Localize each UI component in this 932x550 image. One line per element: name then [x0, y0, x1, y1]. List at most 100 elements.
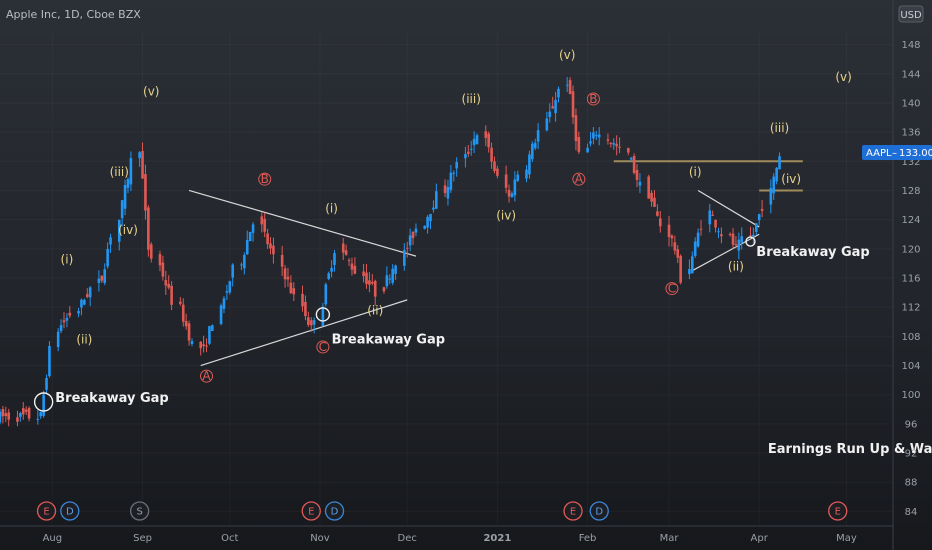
candle-body — [757, 214, 761, 221]
candle-body — [324, 284, 328, 305]
candle-body — [414, 228, 418, 233]
wave-labels: (i) (ii) (iii) (iv) (v) A B C (i) (ii) (iii) (iv) (v… — [61, 48, 852, 383]
candle-body — [42, 394, 45, 416]
candle-body — [749, 235, 752, 237]
wave-label: B — [589, 92, 597, 106]
overlay-lines — [188, 160, 803, 367]
wave-label: (ii) — [76, 333, 92, 347]
candle-body — [693, 241, 697, 256]
candle-body — [353, 265, 357, 274]
candle-body — [283, 268, 287, 280]
candle-body — [344, 250, 348, 255]
candle-body — [778, 156, 781, 170]
candle-body — [109, 237, 112, 245]
candle-body — [554, 99, 557, 114]
candle-body — [77, 311, 80, 314]
wave-label: (v) — [835, 70, 851, 84]
candle-body — [455, 161, 458, 169]
candle-body — [120, 200, 124, 219]
event-label: E — [570, 507, 576, 518]
wave-label-circle — [572, 172, 586, 186]
candle-body — [740, 236, 744, 243]
currency-label: USD — [900, 10, 922, 21]
candle-body — [205, 345, 208, 347]
wave-label-circle — [316, 340, 330, 354]
candle-body — [586, 147, 589, 153]
candle-body — [373, 280, 377, 297]
candle-body — [551, 106, 554, 109]
candle-body — [690, 256, 694, 274]
candle-body — [7, 412, 11, 420]
candle-body — [775, 167, 778, 182]
candle-body — [504, 174, 508, 188]
currency-badge[interactable]: USD — [898, 5, 924, 23]
candle-body — [365, 272, 368, 285]
candle-body — [656, 211, 659, 216]
candle-body — [39, 412, 43, 417]
candle-body — [536, 130, 540, 142]
candle-body — [577, 137, 581, 152]
candle-body — [696, 232, 700, 247]
gap-markers — [33, 236, 756, 412]
wave-label: B — [261, 172, 269, 186]
annotation-text: Breakaway Gap — [756, 245, 869, 260]
candle-body — [167, 283, 171, 288]
wave-label: (iv) — [781, 172, 801, 186]
candle-body — [385, 275, 389, 287]
candle-body — [597, 134, 601, 138]
candle-body — [647, 176, 650, 199]
candle-body — [117, 219, 121, 242]
candle-body — [589, 141, 592, 144]
candle-body — [103, 269, 107, 283]
x-tick-label: Nov — [310, 533, 330, 544]
candle-body — [147, 207, 150, 250]
candle-body — [548, 111, 552, 118]
y-tick-label: 128 — [901, 186, 920, 197]
candle-body — [4, 413, 8, 417]
wave-label: (i) — [325, 201, 338, 215]
event-marker — [301, 501, 321, 521]
candle-body — [88, 287, 92, 298]
candle-body — [467, 151, 470, 154]
candle-body — [469, 148, 473, 150]
candle-body — [248, 231, 252, 242]
candle-body — [618, 146, 621, 148]
candle-body — [667, 224, 671, 238]
event-marker — [828, 501, 848, 521]
x-tick-label: 2021 — [483, 533, 511, 544]
candle-body — [312, 320, 316, 325]
candle-body — [240, 264, 243, 266]
event-label: E — [835, 507, 841, 518]
wave-label-circle — [258, 172, 272, 186]
candle-body — [382, 287, 386, 292]
x-tick-label: Dec — [398, 533, 417, 544]
candle-body — [699, 228, 703, 230]
candle-body — [513, 179, 517, 196]
candle-body — [670, 235, 674, 239]
candle-body — [141, 151, 144, 179]
candle-body — [516, 174, 520, 181]
candle-body — [56, 331, 60, 348]
candle-body — [391, 268, 394, 283]
candle-body — [208, 326, 211, 344]
annotation-text: Breakaway Gap — [55, 391, 168, 406]
candle-body — [266, 233, 269, 245]
candle-body — [333, 253, 336, 265]
candle-body — [321, 306, 325, 326]
candle-body — [243, 254, 246, 269]
wave-label-circle — [665, 282, 679, 296]
candle-body — [574, 115, 578, 142]
candle-body — [760, 209, 764, 211]
candle-body — [679, 255, 682, 283]
trendline — [697, 189, 760, 228]
candle-body — [202, 344, 205, 347]
candle-body — [16, 417, 19, 422]
y-tick-label: 104 — [901, 361, 920, 372]
wave-label: A — [575, 172, 584, 186]
candle-body — [568, 80, 572, 95]
y-tick-label: 92 — [905, 449, 918, 460]
candle-body — [48, 345, 51, 377]
